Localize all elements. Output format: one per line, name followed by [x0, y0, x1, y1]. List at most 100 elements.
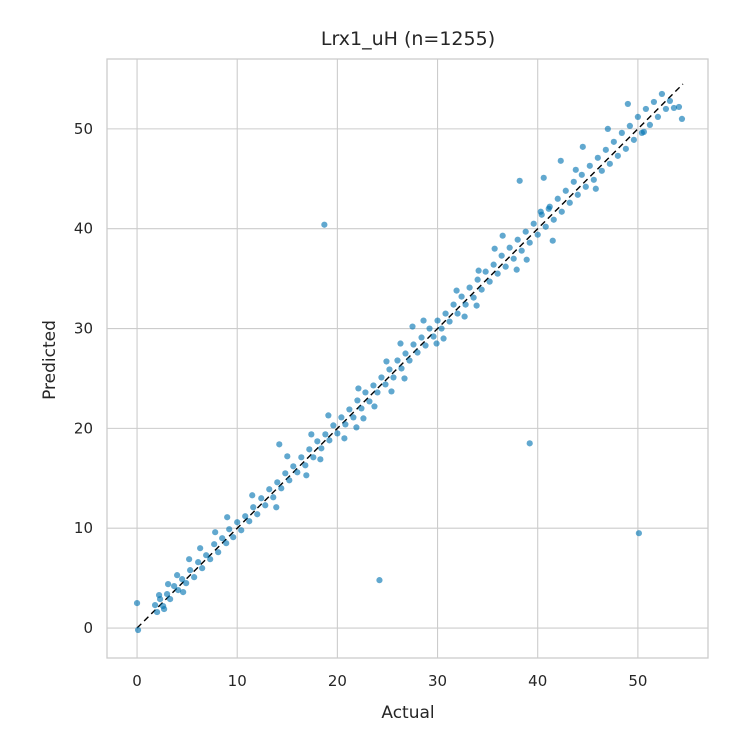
data-point [606, 160, 613, 167]
data-point [537, 208, 544, 215]
data-point [499, 232, 506, 239]
data-point [642, 105, 649, 113]
data-point [215, 549, 222, 556]
data-point [462, 301, 469, 308]
data-point [470, 294, 477, 301]
grid-lines [107, 59, 708, 658]
data-point [207, 556, 214, 563]
data-point [486, 278, 493, 285]
data-point [338, 414, 345, 421]
data-point [516, 177, 523, 184]
data-point [362, 389, 369, 396]
data-point [554, 195, 561, 202]
data-point [303, 472, 310, 479]
data-point [590, 176, 597, 183]
data-point [482, 268, 489, 275]
data-point [438, 325, 445, 332]
data-point [422, 342, 429, 349]
data-point [383, 358, 390, 365]
data-point [386, 366, 393, 373]
data-point [306, 446, 313, 453]
data-point [474, 276, 481, 283]
data-points [133, 90, 686, 634]
data-point [610, 138, 617, 145]
data-point [322, 431, 329, 438]
data-point [219, 535, 226, 542]
data-point [366, 398, 373, 405]
identity-line [136, 83, 684, 629]
tick-labels: 0 10 20 30 40 50 0 10 20 30 40 50 [74, 120, 648, 690]
data-point [203, 552, 210, 559]
data-point [582, 183, 589, 190]
data-point [666, 97, 674, 105]
data-point [604, 125, 611, 132]
y-axis-label: Predicted [40, 320, 60, 400]
data-point [658, 90, 666, 98]
data-point [175, 587, 182, 594]
data-point [171, 583, 178, 590]
data-point [226, 526, 233, 533]
chart-title: Lrx1_uH (n=1255) [321, 28, 495, 50]
data-point [566, 199, 573, 206]
data-point [224, 514, 231, 521]
data-point [646, 121, 654, 128]
data-point [475, 267, 482, 274]
data-point [223, 540, 230, 547]
data-point [602, 146, 609, 153]
data-point [418, 334, 425, 341]
data-point [406, 357, 413, 364]
data-point [350, 414, 357, 421]
data-point [254, 511, 261, 518]
data-point [211, 541, 218, 548]
data-point [578, 171, 585, 178]
data-point [453, 287, 460, 294]
data-point [461, 313, 468, 320]
data-point [346, 406, 353, 413]
data-point [134, 626, 142, 634]
data-point [317, 456, 324, 463]
data-point [230, 534, 237, 541]
data-point [670, 104, 678, 112]
data-point [494, 270, 501, 277]
data-point [618, 129, 625, 136]
data-point [133, 599, 141, 607]
data-point [212, 529, 219, 536]
data-point [650, 98, 658, 106]
data-point [187, 567, 194, 574]
data-point [594, 154, 601, 161]
data-point [191, 574, 198, 581]
y-tick-label: 40 [74, 220, 93, 238]
data-point [353, 424, 360, 431]
data-point [183, 580, 190, 587]
data-point [330, 422, 337, 429]
data-point [466, 284, 473, 291]
data-point [402, 350, 409, 357]
data-point [626, 122, 633, 129]
data-point [526, 440, 533, 447]
data-point [278, 485, 285, 492]
data-point [160, 605, 168, 613]
data-point [180, 589, 187, 596]
data-point [458, 293, 465, 300]
data-point [518, 247, 525, 254]
data-point [155, 592, 163, 599]
data-point [370, 382, 377, 389]
data-point [290, 463, 297, 470]
data-point [401, 375, 408, 382]
data-point [318, 445, 325, 452]
x-tick-label: 20 [328, 672, 347, 690]
data-point [540, 174, 547, 181]
data-point [250, 504, 257, 511]
data-point [440, 335, 447, 342]
data-point [234, 519, 241, 526]
data-point [490, 261, 497, 268]
data-point [378, 374, 385, 381]
data-point [374, 389, 381, 396]
data-point [286, 477, 293, 484]
data-point [273, 504, 280, 511]
data-point [534, 231, 541, 238]
data-point [284, 453, 291, 460]
data-point [195, 559, 202, 566]
data-point [513, 266, 520, 273]
